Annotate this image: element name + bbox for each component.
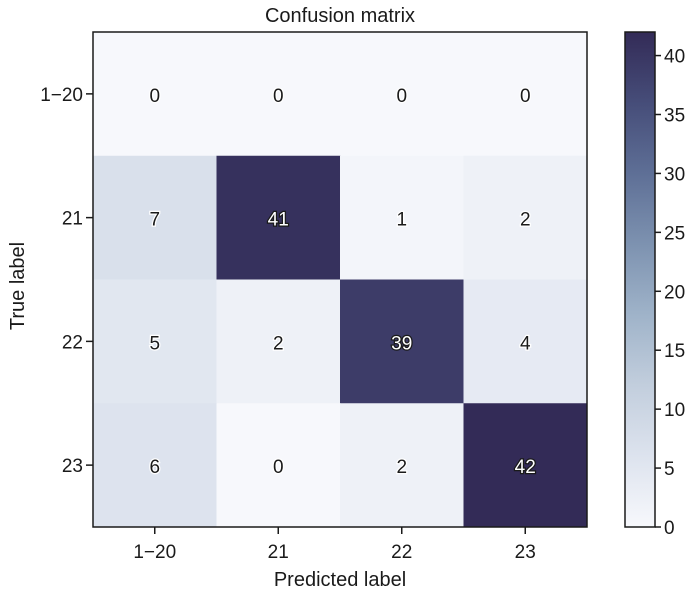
cell-value-label: 2 [520, 210, 531, 231]
y-axis-ticks: 1−20 21 22 23 [40, 85, 93, 477]
colorbar-tick-label: 5 [664, 459, 675, 480]
heatmap-cell [463, 403, 588, 528]
heatmap-cell [216, 279, 341, 404]
colorbar-tick-label: 25 [664, 223, 685, 244]
heatmap-cell [340, 279, 464, 404]
cell-value-label: 0 [396, 86, 407, 107]
heatmap-cell [216, 403, 341, 528]
cell-value-label: 0 [273, 86, 284, 107]
x-axis-label: Predicted label [274, 569, 406, 591]
colorbar-tick-label: 0 [664, 518, 675, 539]
x-tick-label: 1−20 [133, 542, 176, 563]
colorbar-tick-label: 10 [664, 400, 685, 421]
y-axis-label: True label [7, 242, 29, 330]
plot-frame [92, 31, 588, 528]
cell-value-label: 1 [396, 210, 407, 231]
y-tick-label: 23 [62, 456, 83, 477]
chart-title: Confusion matrix [265, 5, 415, 27]
heatmap-cell [463, 155, 588, 280]
y-tick-label: 1−20 [40, 85, 83, 106]
colorbar-tick-label: 30 [664, 164, 685, 185]
cell-value-label: 5 [149, 333, 160, 354]
heatmap-cell [216, 32, 341, 157]
colorbar-tick-label: 35 [664, 106, 685, 127]
heatmap-cells: 0 0 0 0 7 41 1 2 5 2 39 4 6 0 2 42 [93, 32, 588, 528]
colorbar-ticks: 0 5 10 15 20 25 30 35 40 [655, 47, 685, 539]
heatmap-cell [463, 279, 588, 404]
cell-value-label: 6 [149, 457, 160, 478]
x-tick-label: 21 [268, 542, 289, 563]
x-tick-label: 22 [391, 542, 412, 563]
heatmap-cell [93, 155, 217, 280]
heatmap-cell [463, 32, 588, 157]
heatmap-cell [93, 279, 217, 404]
colorbar-tick-label: 20 [664, 282, 685, 303]
y-tick-label: 21 [62, 209, 83, 230]
colorbar-tick-label: 15 [664, 341, 685, 362]
heatmap-cell [340, 403, 464, 528]
cell-value-label: 0 [520, 86, 531, 107]
cell-value-label: 4 [520, 333, 531, 354]
heatmap-cell [340, 155, 464, 280]
cell-value-label: 2 [396, 457, 407, 478]
cell-value-label: 0 [273, 457, 284, 478]
cell-value-label: 42 [515, 457, 536, 478]
cell-value-label: 2 [273, 333, 284, 354]
heatmap-cell [216, 155, 341, 280]
y-tick-label: 22 [62, 332, 83, 353]
cell-value-label: 7 [149, 210, 160, 231]
heatmap-cell [340, 32, 464, 157]
cell-value-label: 41 [268, 210, 289, 231]
colorbar-tick-label: 40 [664, 47, 685, 68]
cell-value-label: 0 [149, 86, 160, 107]
x-axis-ticks: 1−20 21 22 23 [133, 527, 536, 563]
x-tick-label: 23 [515, 542, 536, 563]
colorbar [624, 31, 656, 528]
heatmap-cell [93, 403, 217, 528]
cell-value-label: 39 [391, 333, 412, 354]
heatmap-cell [93, 32, 217, 157]
